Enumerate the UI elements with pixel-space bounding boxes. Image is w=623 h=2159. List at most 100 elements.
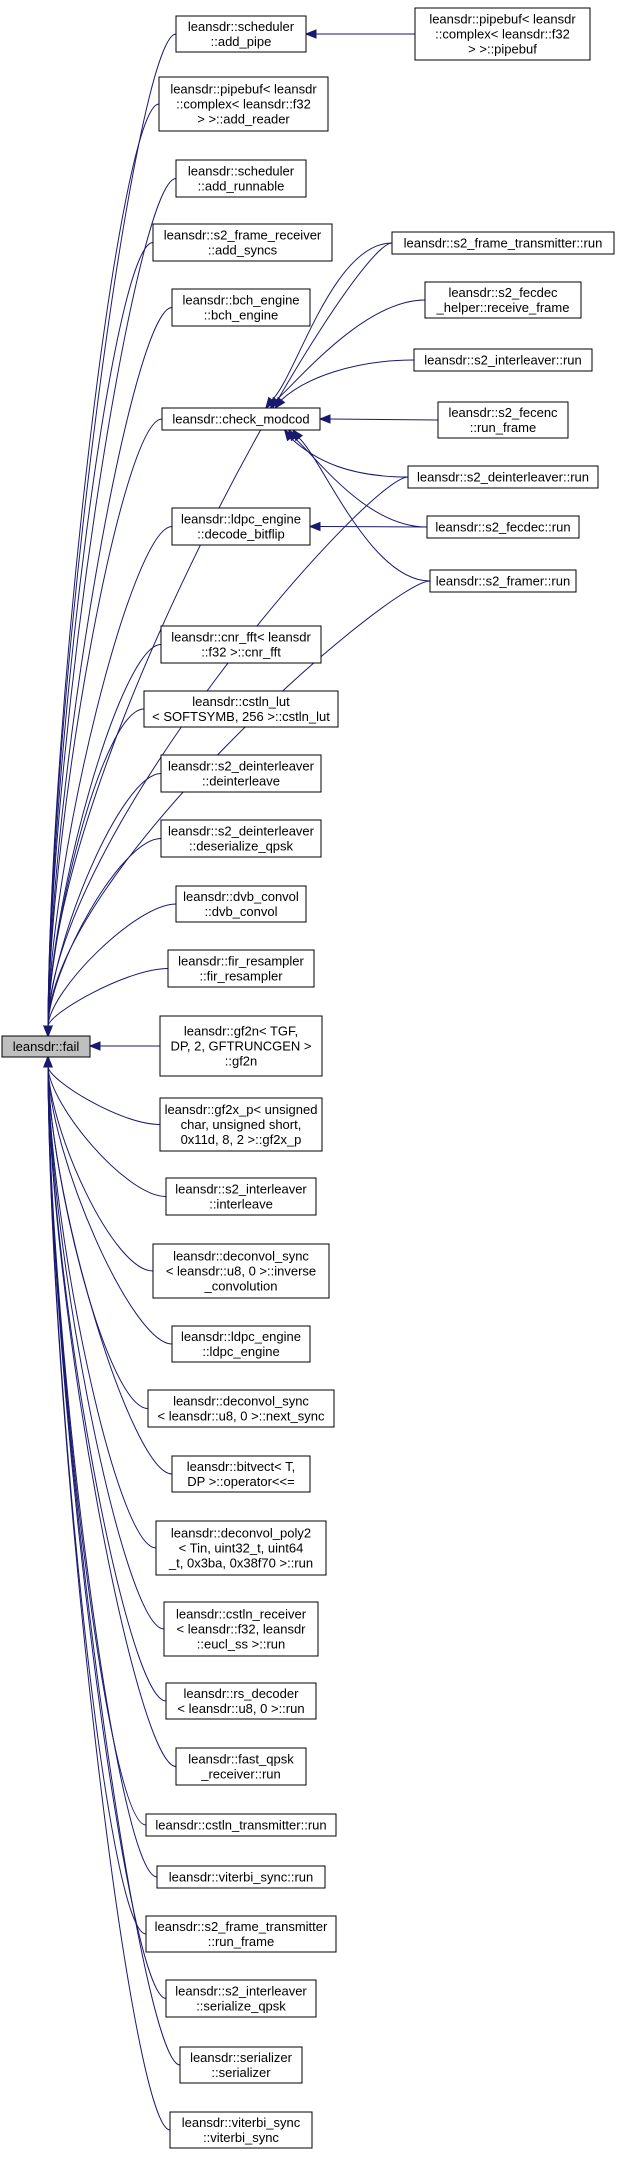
node-run-frame[interactable]: leansdr::s2_frame_transmitter::run_frame xyxy=(145,1915,337,1953)
node-label-line: leansdr::fir_resampler xyxy=(178,954,304,969)
node-label-line: leansdr::gf2n< TGF, xyxy=(184,1024,298,1039)
node-check-modcod[interactable]: leansdr::check_modcod xyxy=(161,407,321,431)
node-bch-engine[interactable]: leansdr::bch_engine::bch_engine xyxy=(171,288,311,327)
node-add-pipe[interactable]: leansdr::scheduler::add_pipe xyxy=(175,15,307,53)
node-next-sync[interactable]: leansdr::deconvol_sync< leansdr::u8, 0 >… xyxy=(147,1389,335,1428)
node-label-line: leansdr::scheduler xyxy=(188,19,295,34)
node-label-line: ::serialize_qpsk xyxy=(196,1999,286,2014)
node-interleave[interactable]: leansdr::s2_interleaver::interleave xyxy=(165,1177,317,1216)
node-box xyxy=(160,754,322,793)
node-deserialize-qpsk[interactable]: leansdr::s2_deinterleaver::deserialize_q… xyxy=(160,819,322,858)
node-gf2n[interactable]: leansdr::gf2n< TGF,DP, 2, GFTRUNCGEN >::… xyxy=(159,1015,323,1077)
node-box xyxy=(160,819,322,858)
edge-line xyxy=(47,242,154,1027)
node-fast-qpsk[interactable]: leansdr::fast_qpsk_receiver::run xyxy=(175,1747,307,1786)
node-label-line: ::decode_bitflip xyxy=(197,527,284,542)
node-label-line: ::ldpc_engine xyxy=(202,1344,279,1359)
node-decode-bitflip[interactable]: leansdr::ldpc_engine::decode_bitflip xyxy=(171,507,311,546)
node-label-line: < leansdr::u8, 0 >::next_sync xyxy=(158,1409,325,1424)
edge-interleave-to-fail xyxy=(43,1055,167,1197)
node-label-line: < leansdr::f32, leansdr xyxy=(177,1622,307,1637)
node-dvb-convol[interactable]: leansdr::dvb_convol::dvb_convol xyxy=(175,885,307,923)
node-box xyxy=(165,1682,317,1720)
node-deinterleave[interactable]: leansdr::s2_deinterleaver::deinterleave xyxy=(160,754,322,793)
node-cstln-lut[interactable]: leansdr::cstln_lut< SOFTSYMB, 256 >::cst… xyxy=(143,690,339,728)
node-label-line: leansdr::s2_deinterleaver xyxy=(168,759,315,774)
node-cnr-fft[interactable]: leansdr::cnr_fft< leansdr::f32 >::cnr_ff… xyxy=(160,625,322,664)
node-box xyxy=(424,281,582,319)
node-s2ft-run[interactable]: leansdr::s2_frame_transmitter::run xyxy=(391,231,615,255)
node-label-line: ::add_pipe xyxy=(211,34,272,49)
edge-line xyxy=(47,1066,177,1767)
node-label-line: leansdr::s2_framer::run xyxy=(436,574,570,589)
node-box xyxy=(163,1601,319,1657)
edge-fir-resampler-to-fail xyxy=(43,968,169,1038)
node-viterbi-sync-run[interactable]: leansdr::viterbi_sync::run xyxy=(156,1865,326,1889)
edge-deserialize-qpsk-to-fail xyxy=(43,838,162,1038)
node-label-line: < SOFTSYMB, 256 >::cstln_lut xyxy=(152,709,330,724)
node-s2-fecdec-helper[interactable]: leansdr::s2_fecdec_helper::receive_frame xyxy=(424,281,582,319)
edge-line xyxy=(47,1066,161,1125)
edge-inverse-convolution-to-fail xyxy=(43,1055,154,1272)
node-label-line: leansdr::pipebuf< leansdr xyxy=(429,12,576,27)
edge-gf2x-p-to-fail xyxy=(43,1055,161,1125)
node-box xyxy=(145,1813,337,1837)
node-label-line: ::run_frame xyxy=(470,420,536,435)
edge-line xyxy=(47,968,169,1027)
node-s2-deinterleaver-run[interactable]: leansdr::s2_deinterleaver::run xyxy=(407,465,599,489)
node-viterbi-sync[interactable]: leansdr::viterbi_sync::viterbi_sync xyxy=(169,2111,313,2149)
node-box xyxy=(159,1015,323,1077)
node-inverse-convolution[interactable]: leansdr::deconvol_sync< leansdr::u8, 0 >… xyxy=(152,1243,330,1299)
node-rs-decoder[interactable]: leansdr::rs_decoder< leansdr::u8, 0 >::r… xyxy=(165,1682,317,1720)
edge-gf2n-to-fail xyxy=(88,1041,160,1051)
node-label-line: leansdr::s2_fecenc xyxy=(448,405,558,420)
node-box xyxy=(437,401,569,439)
node-label-line: leansdr::cstln_receiver xyxy=(176,1607,307,1622)
edge-s2-deinterleaver-run-to-check-modcod xyxy=(283,428,409,478)
node-label-line: leansdr::s2_interleaver xyxy=(175,1182,307,1197)
edge-arrowhead xyxy=(318,414,331,424)
node-ldpc-engine[interactable]: leansdr::ldpc_engine::ldpc_engine xyxy=(171,1325,311,1363)
node-s2-fecenc[interactable]: leansdr::s2_fecenc::run_frame xyxy=(437,401,569,439)
node-box xyxy=(152,223,333,262)
edge-s2-fecenc-to-check-modcod xyxy=(318,414,439,424)
node-label-line: leansdr::pipebuf< leansdr xyxy=(170,82,317,97)
edge-line xyxy=(47,103,160,1027)
node-box xyxy=(175,1747,307,1786)
node-s2-fecdec-run[interactable]: leansdr::s2_fecdec::run xyxy=(426,515,580,539)
node-fir-resampler[interactable]: leansdr::fir_resampler::fir_resampler xyxy=(167,949,315,988)
node-pipebuf-pipebuf[interactable]: leansdr::pipebuf< leansdr::complex< lean… xyxy=(414,7,591,61)
edge-line xyxy=(280,359,415,401)
node-box xyxy=(1,1035,91,1058)
node-add-reader[interactable]: leansdr::pipebuf< leansdr::complex< lean… xyxy=(158,76,329,132)
node-label-line: leansdr::s2_frame_transmitter::run xyxy=(404,236,603,251)
node-box xyxy=(175,159,307,198)
node-label-line: leansdr::deconvol_sync xyxy=(173,1249,309,1264)
node-label-line: leansdr::check_modcod xyxy=(172,412,309,427)
node-label-line: < leansdr::u8, 0 >::inverse xyxy=(166,1264,316,1279)
node-cstln-transmitter[interactable]: leansdr::cstln_transmitter::run xyxy=(145,1813,337,1837)
edge-line xyxy=(290,437,409,478)
node-box xyxy=(171,1455,311,1493)
node-box xyxy=(171,288,311,327)
node-deconvol-poly2[interactable]: leansdr::deconvol_poly2< Tin, uint32_t, … xyxy=(155,1520,327,1576)
edge-s2-fecdec-helper-to-check-modcod xyxy=(269,299,426,410)
node-s2-interleaver-run[interactable]: leansdr::s2_interleaver::run xyxy=(413,348,593,372)
node-fail[interactable]: leansdr::fail xyxy=(1,1035,91,1058)
node-s2-framer-run[interactable]: leansdr::s2_framer::run xyxy=(429,569,577,593)
edge-arrowhead xyxy=(304,29,317,39)
node-serializer[interactable]: leansdr::serializer::serializer xyxy=(179,2046,303,2084)
node-add-runnable[interactable]: leansdr::scheduler::add_runnable xyxy=(175,159,307,198)
node-label-line: ::add_syncs xyxy=(208,243,278,258)
node-bitvect-op[interactable]: leansdr::bitvect< T,DP >::operator<<= xyxy=(171,1455,311,1493)
node-add-syncs[interactable]: leansdr::s2_frame_receiver::add_syncs xyxy=(152,223,333,262)
node-label-line: leansdr::bch_engine xyxy=(182,293,299,308)
node-label-line: ::complex< leansdr::f32 xyxy=(176,97,311,112)
node-serialize-qpsk[interactable]: leansdr::s2_interleaver::serialize_qpsk xyxy=(165,1979,317,2018)
node-box xyxy=(171,507,311,546)
node-cstln-receiver[interactable]: leansdr::cstln_receiver< leansdr::f32, l… xyxy=(163,1601,319,1657)
edge-arrowhead xyxy=(43,1025,53,1038)
node-label-line: leansdr::cnr_fft< leansdr xyxy=(171,630,311,645)
graph-edges xyxy=(43,29,439,2131)
